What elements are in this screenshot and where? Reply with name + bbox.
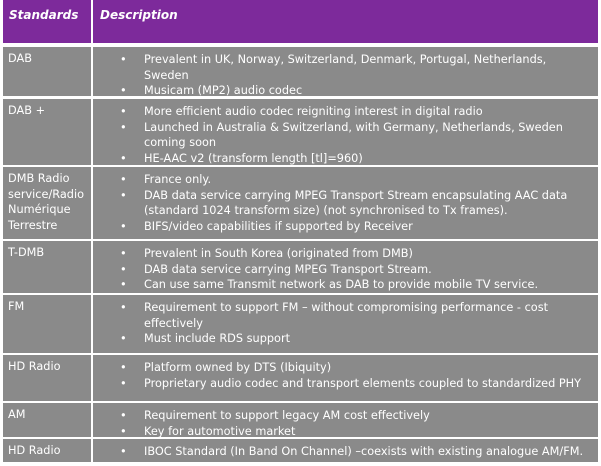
bullet-icon: • bbox=[120, 219, 127, 233]
list-item: • Can use same Transmit network as DAB to… bbox=[93, 277, 590, 293]
bullet-icon: • bbox=[120, 151, 127, 165]
bullet-list: • Requirement to support FM – without com… bbox=[93, 300, 590, 347]
bullet-text: HE-AAC v2 (transform length [tl]=960) bbox=[144, 151, 363, 165]
list-item: • BIFS/video capabilities if supported by… bbox=[93, 219, 590, 235]
bullet-text: Proprietary audio codec and transport el… bbox=[144, 376, 582, 390]
list-item: • DAB data service carrying MPEG Transpor… bbox=[93, 262, 590, 278]
bullet-text: IBOC Standard (In Band On Channel) –coex… bbox=[144, 445, 584, 458]
standard-cell: AM bbox=[3, 403, 91, 437]
bullet-list: • Requirement to support legacy AM cost e… bbox=[93, 408, 590, 439]
description-cell: • Platform owned by DTS (Ibiquity) • Propri… bbox=[93, 355, 598, 401]
bullet-icon: • bbox=[120, 262, 127, 276]
bullet-text: Musicam (MP2) audio codec bbox=[144, 84, 303, 97]
table-header: Standards Description bbox=[0, 0, 601, 43]
description-cell: • IBOC Standard (In Band On Channel) –coe… bbox=[93, 439, 598, 462]
bullet-icon: • bbox=[120, 173, 127, 186]
bullet-list: • Platform owned by DTS (Ibiquity) • Propri… bbox=[93, 360, 590, 391]
bullet-text: Must include RDS support bbox=[144, 332, 291, 345]
description-cell: • Prevalent in South Korea (originated fr… bbox=[93, 241, 598, 293]
bullet-text: More efficient audio codec reigniting in… bbox=[144, 105, 483, 118]
list-item: • Proprietary audio codec and transport e… bbox=[93, 376, 590, 392]
header-description: Description bbox=[93, 0, 598, 43]
standard-cell: DMB Radio service/Radio Numérique Terres… bbox=[3, 167, 91, 239]
list-item: • Must include RDS support bbox=[93, 331, 590, 347]
list-item: • Launched in Australia & Switzerland, wi… bbox=[93, 120, 590, 151]
standard-cell: DAB + bbox=[3, 99, 91, 165]
bullet-text: DAB data service carrying MPEG Transport… bbox=[144, 262, 432, 276]
list-item: • Requirement to support legacy AM cost e… bbox=[93, 408, 590, 424]
standard-cell: DAB bbox=[3, 47, 91, 96]
bullet-icon: • bbox=[120, 424, 127, 438]
list-item: • France only. bbox=[93, 172, 590, 188]
bullet-icon: • bbox=[120, 105, 127, 118]
list-item: • Key for automotive market bbox=[93, 424, 590, 440]
list-item: • More efficient audio codec reigniting i… bbox=[93, 104, 590, 120]
standard-cell: FM bbox=[3, 295, 91, 353]
list-item: • IBOC Standard (In Band On Channel) –coe… bbox=[93, 444, 590, 460]
table-row: DMB Radio service/Radio Numérique Terres… bbox=[0, 167, 601, 239]
bullet-icon: • bbox=[120, 120, 127, 134]
bullet-text: BIFS/video capabilities if supported by … bbox=[144, 219, 413, 233]
list-item: • Prevalent in UK, Norway, Switzerland, D… bbox=[93, 52, 590, 83]
bullet-icon: • bbox=[120, 445, 127, 458]
table-row: HD Radio • IBOC Standard (In Band On Chann… bbox=[0, 439, 601, 462]
bullet-icon: • bbox=[120, 361, 127, 374]
bullet-icon: • bbox=[120, 247, 127, 260]
standard-cell: HD Radio bbox=[3, 355, 91, 401]
description-cell: • More efficient audio codec reigniting i… bbox=[93, 99, 598, 165]
bullet-list: • Prevalent in UK, Norway, Switzerland, D… bbox=[93, 52, 590, 99]
bullet-icon: • bbox=[120, 188, 127, 202]
table-row: T-DMB • Prevalent in South Korea (originat… bbox=[0, 241, 601, 293]
standard-cell: HD Radio bbox=[3, 439, 91, 462]
bullet-list: • IBOC Standard (In Band On Channel) –coe… bbox=[93, 444, 590, 460]
table-row: DAB + • More efficient audio codec reignit… bbox=[0, 99, 601, 165]
table-row: FM • Requirement to support FM – without c… bbox=[0, 295, 601, 353]
description-cell: • France only. • DAB data service carrying … bbox=[93, 167, 598, 239]
bullet-icon: • bbox=[120, 84, 127, 97]
bullet-text: Platform owned by DTS (Ibiquity) bbox=[144, 361, 332, 374]
bullet-text: Requirement to support legacy AM cost ef… bbox=[144, 409, 430, 422]
list-item: • Requirement to support FM – without com… bbox=[93, 300, 590, 331]
bullet-text: Prevalent in South Korea (originated fro… bbox=[144, 247, 413, 260]
description-cell: • Prevalent in UK, Norway, Switzerland, D… bbox=[93, 47, 598, 99]
table-row: AM • Requirement to support legacy AM cost… bbox=[0, 403, 601, 439]
bullet-text: Can use same Transmit network as DAB to … bbox=[144, 278, 539, 291]
bullet-icon: • bbox=[120, 376, 127, 390]
list-item: • DAB data service carrying MPEG Transpor… bbox=[93, 188, 590, 219]
bullet-list: • Prevalent in South Korea (originated fr… bbox=[93, 246, 590, 293]
bullet-text: Prevalent in UK, Norway, Switzerland, De… bbox=[144, 53, 547, 82]
bullet-list: • More efficient audio codec reigniting i… bbox=[93, 104, 590, 166]
bullet-text: Requirement to support FM – without comp… bbox=[144, 301, 549, 330]
table-row: HD Radio • Platform owned by DTS (Ibiquity… bbox=[0, 355, 601, 401]
bullet-icon: • bbox=[120, 53, 127, 66]
bullet-icon: • bbox=[120, 301, 127, 314]
header-standards: Standards bbox=[3, 0, 91, 43]
bullet-text: Launched in Australia & Switzerland, wit… bbox=[144, 120, 563, 150]
bullet-icon: • bbox=[120, 278, 127, 291]
description-cell: • Requirement to support legacy AM cost e… bbox=[93, 403, 598, 439]
bullet-text: Key for automotive market bbox=[144, 424, 296, 438]
list-item: • Musicam (MP2) audio codec bbox=[93, 83, 590, 99]
bullet-icon: • bbox=[120, 409, 127, 422]
bullet-text: France only. bbox=[144, 173, 212, 186]
bullet-list: • France only. • DAB data service carrying … bbox=[93, 172, 590, 234]
bullet-text: DAB data service carrying MPEG Transport… bbox=[144, 188, 568, 218]
description-cell: • Requirement to support FM – without com… bbox=[93, 295, 598, 353]
table-row: DAB • Prevalent in UK, Norway, Switzerland… bbox=[0, 47, 601, 99]
list-item: • HE-AAC v2 (transform length [tl]=960) bbox=[93, 151, 590, 167]
standard-cell: T-DMB bbox=[3, 241, 91, 293]
list-item: • Platform owned by DTS (Ibiquity) bbox=[93, 360, 590, 376]
list-item: • Prevalent in South Korea (originated fr… bbox=[93, 246, 590, 262]
bullet-icon: • bbox=[120, 332, 127, 345]
